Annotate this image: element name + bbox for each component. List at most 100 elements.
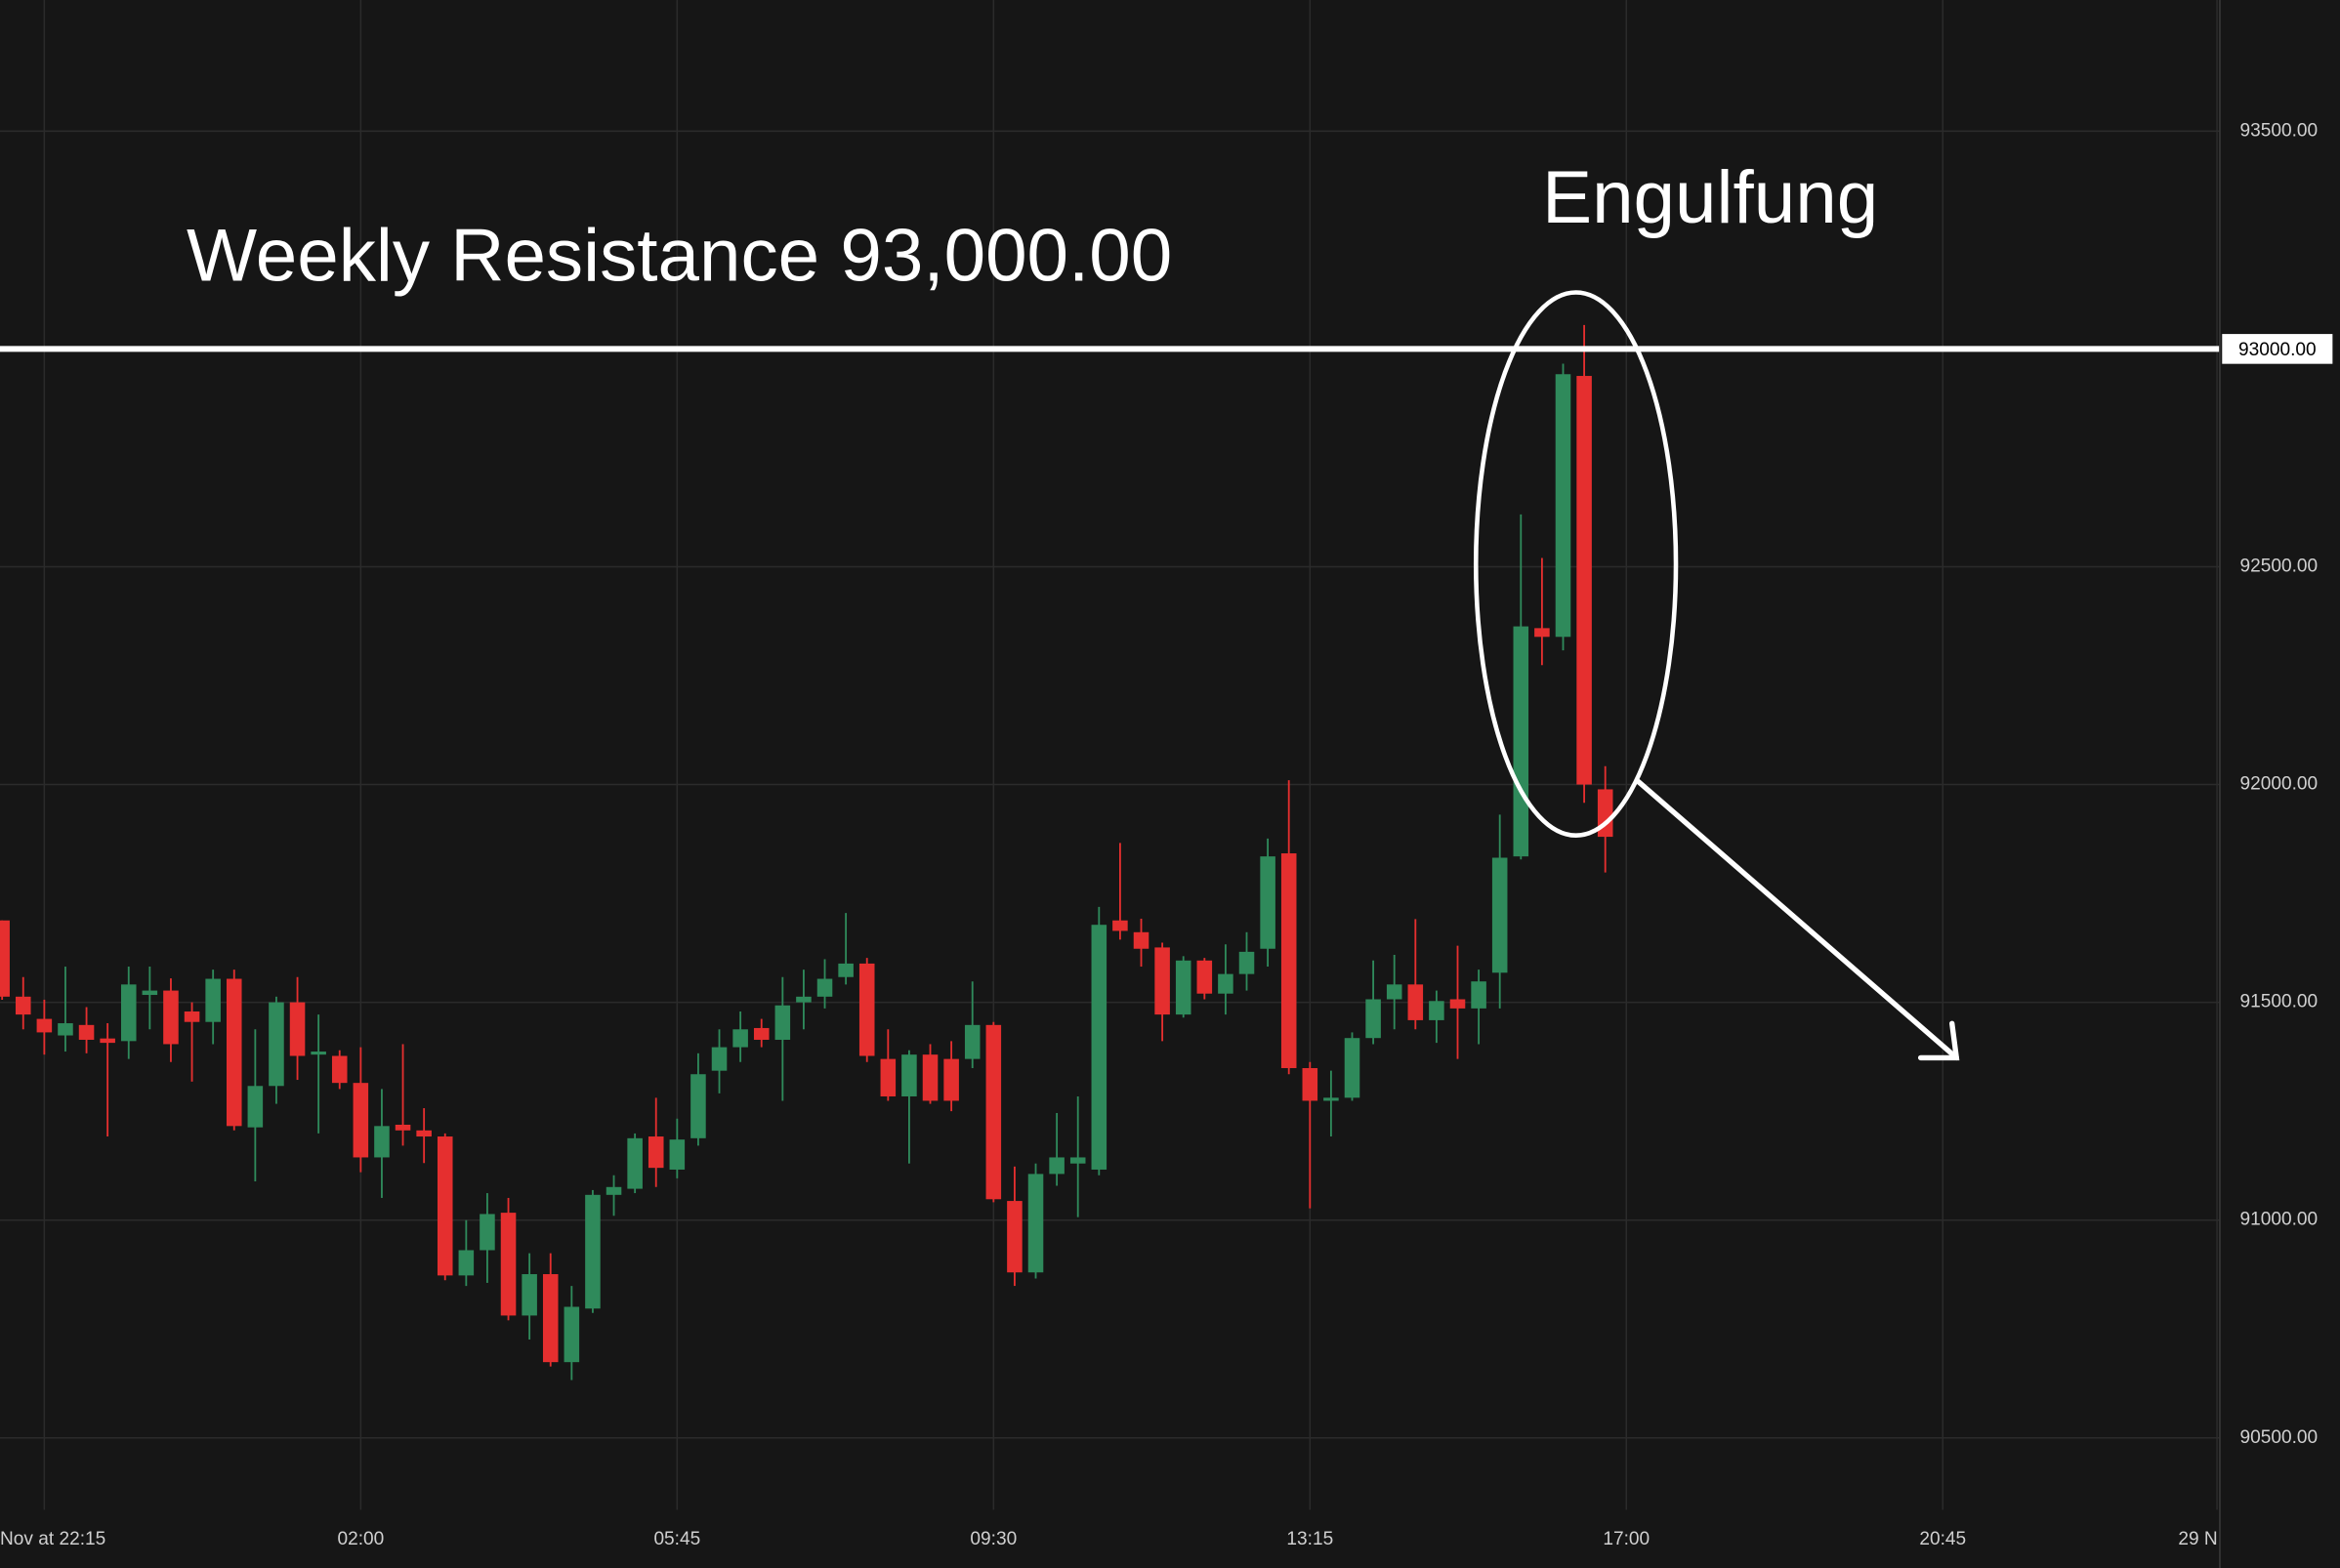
candle-body: [1491, 857, 1508, 973]
candle-body: [774, 1005, 791, 1040]
candle-body: [36, 1018, 53, 1033]
candle-body: [58, 1023, 73, 1036]
resistance-price-box: [2222, 334, 2333, 364]
candle-body: [458, 1250, 475, 1276]
candle-body: [901, 1054, 917, 1096]
arrow: [1636, 779, 1960, 1061]
candle-body: [1323, 1097, 1339, 1101]
candle-body: [1449, 999, 1466, 1009]
candle-body: [1471, 981, 1486, 1009]
candle-body: [1302, 1067, 1318, 1101]
candle-body: [1049, 1157, 1065, 1175]
candle-body: [522, 1274, 537, 1316]
candle-body: [0, 920, 10, 997]
candle-body: [142, 990, 158, 996]
candle-body: [690, 1074, 706, 1138]
candle-body: [1027, 1174, 1044, 1273]
candle-body: [922, 1054, 939, 1101]
candle-body: [880, 1058, 897, 1096]
candle-body: [226, 978, 242, 1127]
resistance-annotation: Weekly Resistance 93,000.00: [187, 215, 1172, 298]
candle-body: [838, 963, 854, 977]
candle-body: [1344, 1038, 1360, 1098]
candle-body: [120, 984, 137, 1042]
candle-body: [711, 1047, 728, 1071]
candle-body: [1513, 626, 1529, 857]
candles: [0, 324, 1613, 1381]
y-tick-label: 90500.00: [2240, 1427, 2319, 1448]
candle-body: [1218, 973, 1233, 994]
candle-body: [1407, 984, 1424, 1020]
candle-body: [648, 1136, 664, 1169]
candle-body: [1365, 999, 1381, 1039]
engulfing-annotation: Engulfung: [1542, 156, 1878, 239]
candle-body: [1429, 1001, 1444, 1020]
y-tick-label: 91500.00: [2240, 992, 2319, 1012]
candle-body: [311, 1052, 326, 1055]
candle-body: [353, 1083, 369, 1158]
candle-body: [1154, 947, 1170, 1015]
y-tick-label: 92000.00: [2240, 774, 2319, 795]
x-tick-label: 02:00: [337, 1529, 384, 1549]
candle-body: [416, 1130, 432, 1137]
candle-body: [564, 1306, 580, 1363]
x-tick-label: 13:15: [1286, 1529, 1333, 1549]
candle-body: [1133, 931, 1149, 949]
y-tick-label: 93500.00: [2240, 120, 2319, 141]
candle-body: [374, 1126, 390, 1158]
candle-body: [964, 1024, 981, 1059]
x-tick-label: 05:45: [653, 1529, 700, 1549]
candle-body: [437, 1136, 453, 1276]
candle-body: [500, 1213, 517, 1316]
x-tick-label: Nov at 22:15: [0, 1529, 105, 1549]
candle-body: [753, 1027, 770, 1040]
candle-body: [205, 978, 221, 1022]
candle-body: [100, 1038, 115, 1044]
candle-body: [289, 1002, 306, 1056]
candle-body: [606, 1186, 622, 1195]
candle-body: [943, 1058, 959, 1101]
candle-body: [1386, 984, 1402, 1000]
candle-body: [331, 1055, 348, 1084]
candle-body: [542, 1274, 559, 1363]
candle-body: [1069, 1157, 1086, 1164]
candle-body: [1112, 920, 1128, 931]
candle-body: [1280, 853, 1297, 1068]
candle-body: [858, 963, 875, 1056]
candle-body: [816, 978, 833, 997]
resistance-price-label: 93000.00: [2238, 340, 2317, 360]
candle-body: [269, 1002, 284, 1087]
candle-body: [796, 996, 812, 1003]
candle-body: [985, 1024, 1002, 1200]
candle-body: [163, 990, 179, 1045]
candle-body: [184, 1011, 200, 1022]
candle-body: [669, 1139, 686, 1170]
candle-body: [627, 1137, 643, 1189]
arrow-head: [1917, 1020, 1960, 1061]
candle-body: [1534, 628, 1550, 638]
y-tick-label: 92500.00: [2240, 557, 2319, 577]
candle-body: [1260, 856, 1275, 949]
candle-body: [15, 996, 31, 1015]
candle-body: [1196, 960, 1213, 994]
arrow-shaft: [1636, 779, 1959, 1061]
candle-body: [1238, 951, 1255, 974]
candle-body: [1007, 1201, 1023, 1273]
x-tick-label: 17:00: [1603, 1529, 1650, 1549]
candle-body: [585, 1194, 601, 1309]
candle-body: [1175, 960, 1191, 1015]
candle-body: [1555, 374, 1571, 638]
candle-body: [247, 1086, 264, 1128]
x-tick-label: 09:30: [970, 1529, 1017, 1549]
x-tick-label: 20:45: [1919, 1529, 1966, 1549]
candle-body: [1576, 376, 1592, 785]
candle-body: [1091, 925, 1107, 1170]
candle-body: [78, 1024, 95, 1040]
highlight-ellipse: [1473, 290, 1679, 839]
candle-body: [732, 1029, 748, 1048]
x-tick-label: 29 N: [2178, 1529, 2217, 1549]
y-tick-label: 91000.00: [2240, 1210, 2319, 1230]
candle-body: [395, 1124, 411, 1131]
